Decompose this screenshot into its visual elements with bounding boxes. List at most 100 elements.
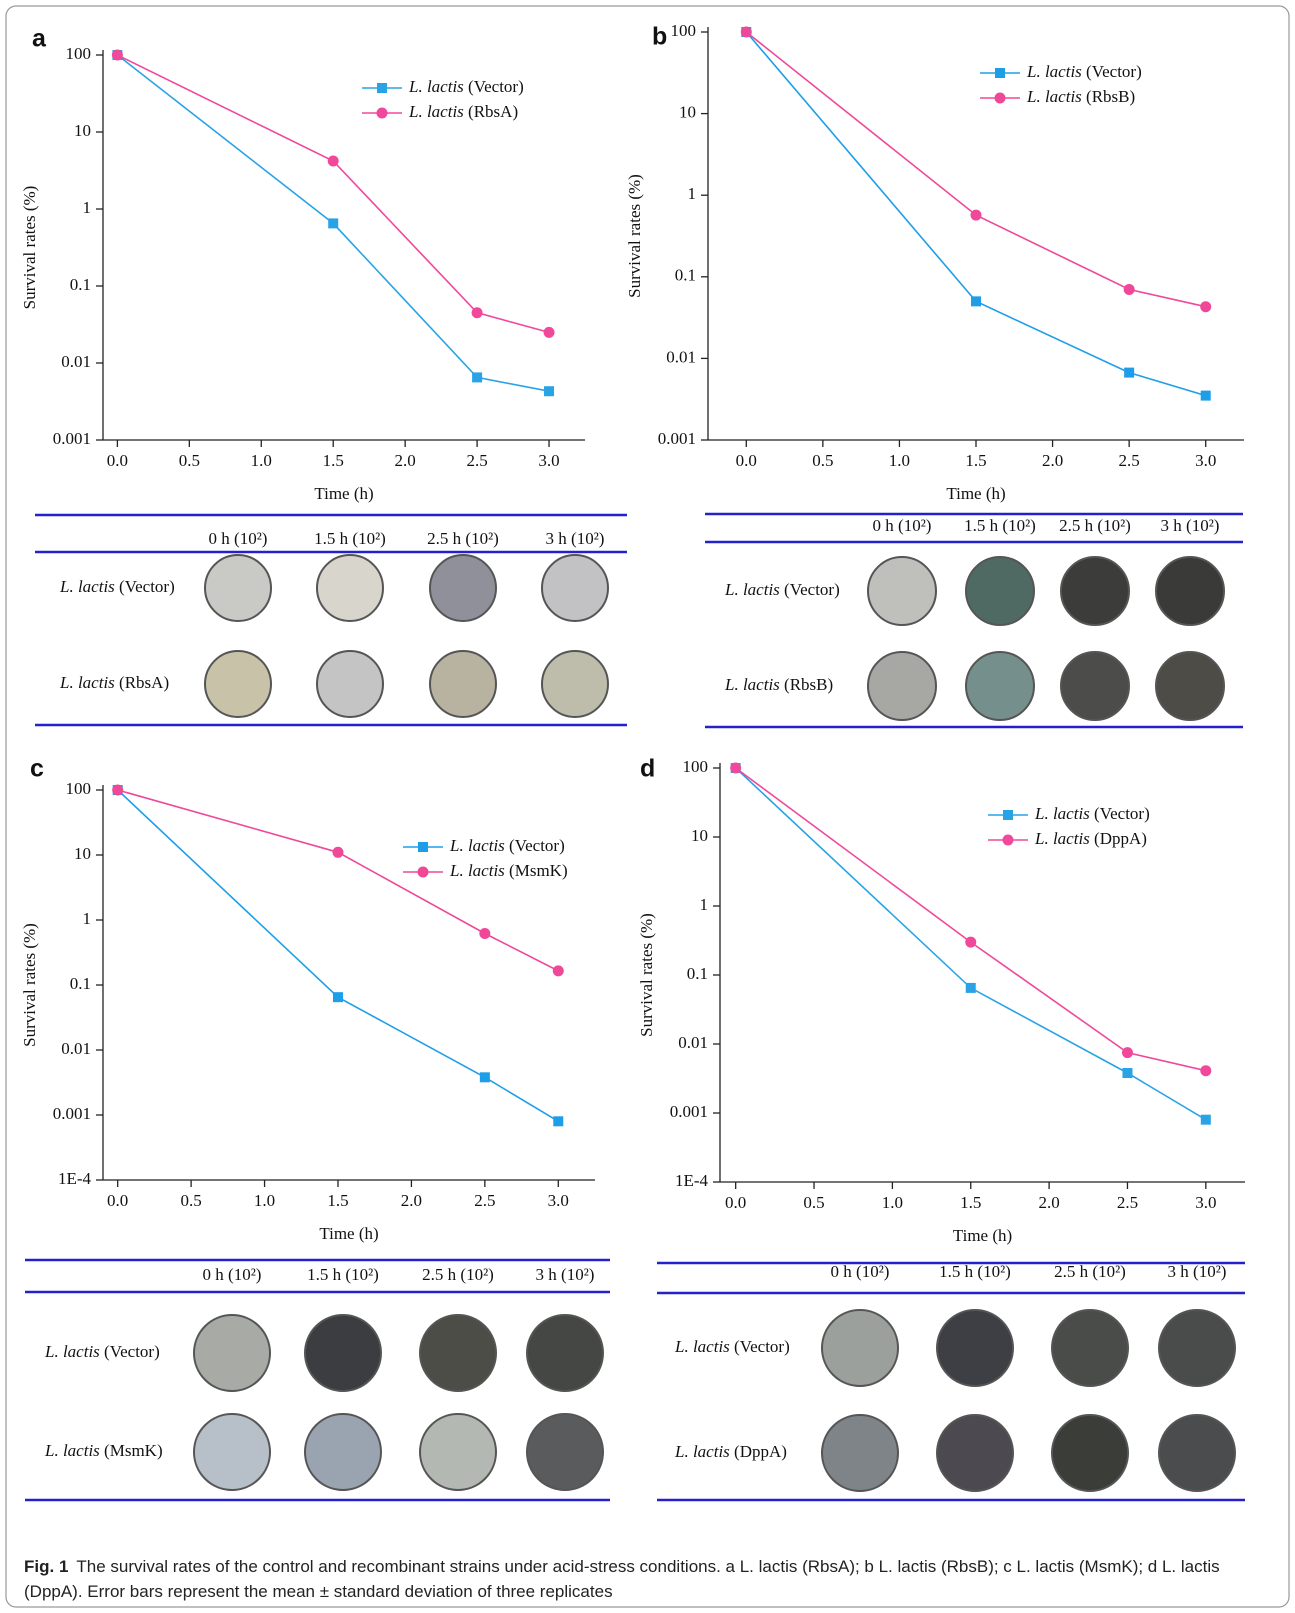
y-tick-label: 0.1 (70, 974, 91, 993)
series-line (117, 789, 559, 972)
marker (471, 307, 483, 319)
x-tick-label: 2.0 (1038, 1193, 1059, 1212)
agar-plate (1155, 651, 1225, 721)
marker (543, 326, 555, 338)
x-tick-label: 2.5 (1119, 451, 1140, 470)
agar-plate (1158, 1309, 1236, 1387)
column-header: 1.5 h (10²) (307, 1265, 379, 1284)
y-tick-label: 100 (66, 44, 92, 63)
marker (479, 927, 491, 939)
agar-plate (541, 650, 609, 718)
y-tick-label: 100 (66, 779, 92, 798)
column-header: 3 h (10²) (546, 529, 605, 548)
marker (970, 209, 982, 221)
x-tick-label: 0.5 (179, 451, 200, 470)
series-line (745, 31, 1206, 308)
x-tick-label: 2.0 (395, 451, 416, 470)
legend-marker (417, 866, 429, 878)
row-label: L. lactis (RbsA) (59, 673, 169, 692)
figure-border (5, 5, 1290, 1608)
y-tick-label: 0.1 (675, 266, 696, 285)
panel-label: d (640, 755, 655, 783)
y-tick-label: 100 (683, 757, 709, 776)
x-axis-label: Time (h) (319, 1224, 378, 1243)
column-header: 0 h (10²) (873, 516, 932, 535)
agar-plate (193, 1413, 271, 1491)
x-tick-label: 3.0 (1195, 451, 1216, 470)
y-axis-label: Survival rates (%) (625, 174, 644, 298)
column-header: 2.5 h (10²) (422, 1265, 494, 1284)
agar-plate (1051, 1309, 1129, 1387)
y-tick-label: 0.001 (53, 429, 91, 448)
agar-plate (204, 554, 272, 622)
column-header: 0 h (10²) (831, 1262, 890, 1281)
agar-plate (821, 1414, 899, 1492)
legend-marker (995, 68, 1005, 78)
agar-plate (936, 1414, 1014, 1492)
x-axis-label: Time (h) (314, 484, 373, 503)
x-tick-label: 3.0 (548, 1191, 569, 1210)
column-header: 1.5 h (10²) (314, 529, 386, 548)
column-header: 2.5 h (10²) (1059, 516, 1131, 535)
agar-plate (304, 1413, 382, 1491)
agar-plate (316, 650, 384, 718)
series-line (117, 789, 559, 1122)
x-tick-label: 1.5 (327, 1191, 348, 1210)
x-tick-label: 0.0 (736, 451, 757, 470)
agar-plate (193, 1314, 271, 1392)
series-line (116, 54, 550, 392)
panel-label: b (652, 23, 667, 51)
series-line (745, 31, 1206, 397)
agar-plate (204, 650, 272, 718)
series-line (117, 54, 550, 334)
marker (472, 372, 483, 383)
agar-plate (429, 554, 497, 622)
y-axis-label: Survival rates (%) (20, 186, 39, 310)
marker (1124, 367, 1135, 378)
marker (544, 386, 555, 397)
y-tick-label: 1 (700, 895, 709, 914)
marker (740, 26, 752, 38)
marker (332, 846, 344, 858)
legend-marker (1002, 834, 1014, 846)
y-tick-label: 10 (679, 103, 696, 122)
y-tick-label: 10 (691, 826, 708, 845)
y-tick-label: 0.001 (670, 1102, 708, 1121)
marker (552, 965, 564, 977)
x-tick-label: 2.0 (401, 1191, 422, 1210)
x-tick-label: 1.5 (960, 1193, 981, 1212)
agar-plate (1060, 651, 1130, 721)
column-header: 3 h (10²) (1168, 1262, 1227, 1281)
column-header: 3 h (10²) (1161, 516, 1220, 535)
y-tick-label: 0.1 (70, 275, 91, 294)
marker (1200, 1114, 1211, 1125)
x-tick-label: 3.0 (538, 451, 559, 470)
x-tick-label: 0.5 (803, 1193, 824, 1212)
column-header: 1.5 h (10²) (964, 516, 1036, 535)
x-tick-label: 1.0 (882, 1193, 903, 1212)
agar-plate (419, 1413, 497, 1491)
marker (553, 1116, 564, 1127)
x-tick-label: 1.0 (251, 451, 272, 470)
agar-plate (965, 556, 1035, 626)
agar-plate (821, 1309, 899, 1387)
y-tick-label: 0.1 (687, 964, 708, 983)
y-tick-label: 0.001 (53, 1104, 91, 1123)
legend-label: L. lactis (Vector) (1034, 804, 1150, 823)
row-label: L. lactis (Vector) (724, 580, 840, 599)
marker (730, 762, 742, 774)
x-tick-label: 1.5 (965, 451, 986, 470)
column-header: 2.5 h (10²) (427, 529, 499, 548)
y-tick-label: 10 (74, 844, 91, 863)
y-tick-label: 0.01 (61, 352, 91, 371)
legend-marker (1003, 810, 1013, 820)
row-label: L. lactis (MsmK) (44, 1441, 163, 1460)
marker (1123, 283, 1135, 295)
panel-label: c (30, 755, 44, 783)
marker (1200, 390, 1211, 401)
y-axis-label: Survival rates (%) (637, 913, 656, 1037)
agar-plate (936, 1309, 1014, 1387)
agar-plate (304, 1314, 382, 1392)
